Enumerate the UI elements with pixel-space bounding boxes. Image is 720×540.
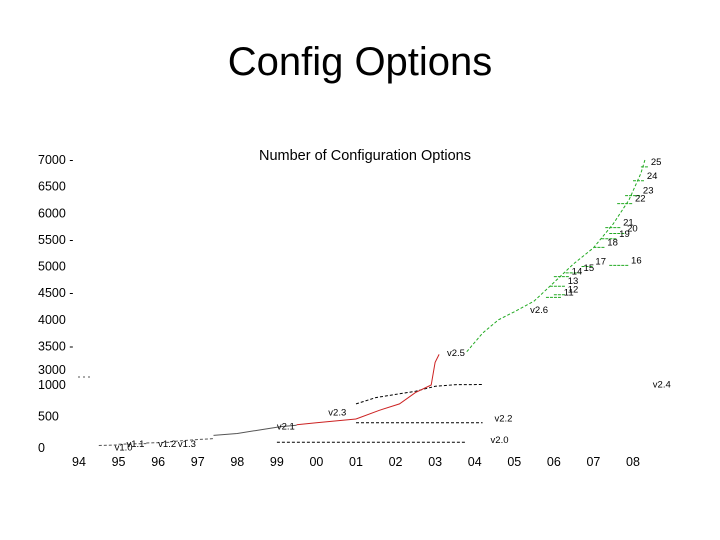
- series-line-v1-2: [146, 441, 171, 444]
- y-tick-label: 6000: [38, 206, 66, 220]
- release-label: 16: [631, 255, 642, 266]
- version-label: v1.0: [115, 442, 133, 453]
- y-tick-label: 1000: [38, 378, 66, 392]
- release-label: 21: [623, 218, 634, 229]
- version-label: v2.3: [328, 408, 346, 419]
- release-label: 23: [643, 186, 654, 197]
- x-tick-label: 03: [428, 455, 442, 469]
- release-label: 12: [568, 285, 579, 296]
- release-label: 25: [651, 157, 662, 168]
- release-label: 14: [572, 267, 583, 278]
- x-tick-label: 08: [626, 455, 640, 469]
- y-tick-label: 500: [38, 410, 59, 424]
- release-label: 11: [564, 287, 574, 298]
- x-tick-label: 06: [547, 455, 561, 469]
- version-label: v1.1: [126, 439, 144, 450]
- y-tick-label: 5000: [38, 260, 66, 274]
- version-label: v2.6: [530, 305, 548, 316]
- release-label: 13: [568, 276, 579, 287]
- release-label: 15: [584, 263, 595, 274]
- slide-title: Config Options: [227, 40, 493, 84]
- x-tick-label: 95: [112, 455, 126, 469]
- y-tick-label: 5500 -: [38, 233, 73, 247]
- version-label: v2.2: [495, 413, 513, 424]
- y-tick-label: 3000: [38, 363, 66, 377]
- version-label: v2.4: [653, 380, 671, 391]
- release-label: 22: [635, 194, 646, 205]
- release-label: 18: [607, 237, 618, 248]
- chart-title: Number of Configuration Options: [259, 148, 471, 164]
- release-label: 24: [647, 171, 658, 182]
- version-label: v1.2: [158, 439, 176, 450]
- y-tick-label: 7000 -: [38, 153, 73, 167]
- x-tick-label: 07: [586, 455, 600, 469]
- series-line-v2-5: [355, 354, 440, 420]
- version-label: v2.5: [447, 348, 465, 359]
- y-tick-label: 0: [38, 441, 45, 455]
- x-tick-label: 99: [270, 455, 284, 469]
- series-line-v1-0: [98, 444, 119, 446]
- x-tick-label: 02: [389, 455, 403, 469]
- series-line-v2-1: [213, 424, 297, 436]
- version-label: v2.0: [491, 435, 509, 446]
- version-label: v2.1: [277, 422, 295, 433]
- x-tick-label: 00: [309, 455, 323, 469]
- x-tick-label: 04: [468, 455, 482, 469]
- tick-layer: 94 95 96 97 98 99 00 01 02 03 04 05 06 07 08 0 500 100030…: [38, 153, 640, 469]
- x-tick-label: 96: [151, 455, 165, 469]
- series-line-v2-3: [296, 418, 357, 426]
- x-tick-label: 94: [72, 455, 86, 469]
- version-label: v1.3: [178, 439, 196, 450]
- y-tick-label: 4500 -: [38, 286, 73, 300]
- x-tick-label: 05: [507, 455, 521, 469]
- release-label: 17: [595, 257, 606, 268]
- x-tick-label: 98: [230, 455, 244, 469]
- y-tick-label: 4000: [38, 313, 66, 327]
- y-tick-label: 3500 -: [38, 339, 73, 353]
- series-line-v2-6: [466, 159, 646, 353]
- release-label: 20: [627, 223, 638, 234]
- y-tick-label: 6500: [38, 180, 66, 194]
- release-label: 19: [619, 229, 630, 240]
- series-layer: [98, 159, 649, 446]
- series-line-v1-3: [169, 438, 214, 443]
- series-line-v2-4: [355, 384, 483, 405]
- x-tick-label: 01: [349, 455, 363, 469]
- x-tick-label: 97: [191, 455, 205, 469]
